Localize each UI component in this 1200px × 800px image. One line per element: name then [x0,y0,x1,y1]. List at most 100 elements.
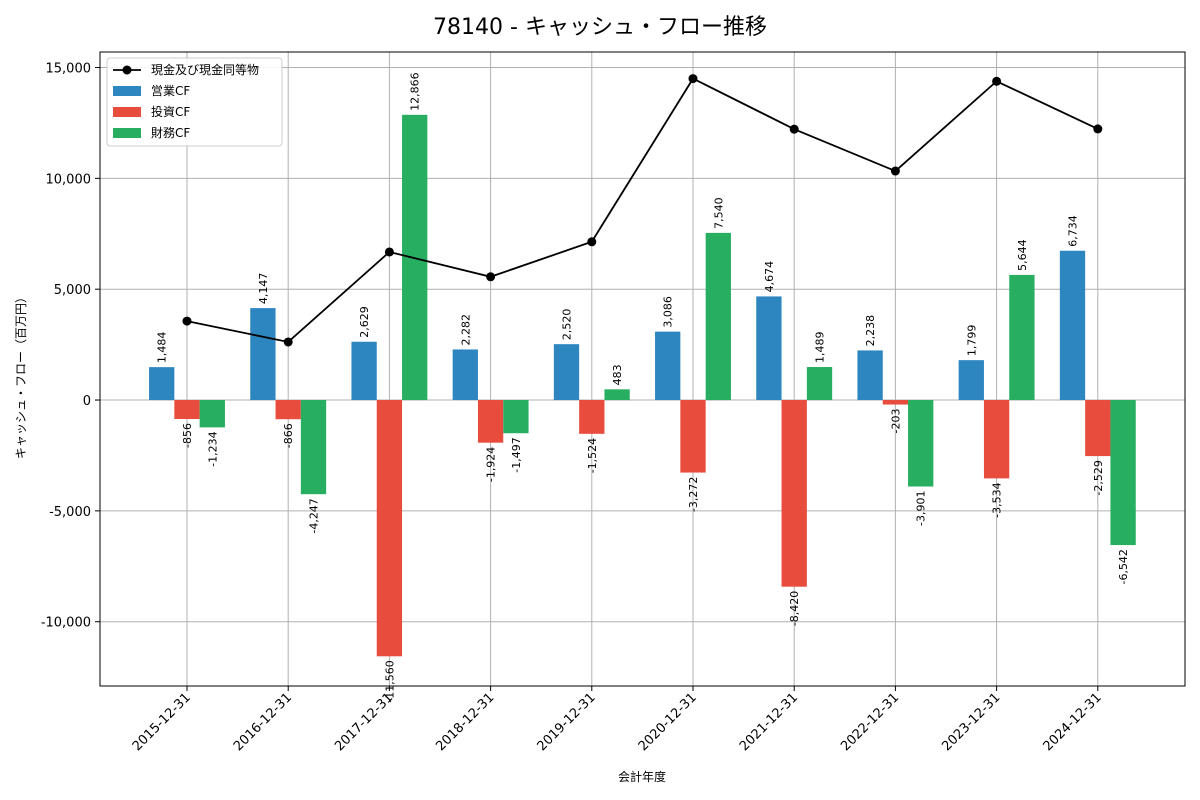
x-tick-label: 2017-12-31 [332,690,396,754]
bar-value-label: -3,534 [991,482,1004,517]
cash-line-point [384,247,394,257]
legend-label: 投資CF [151,104,190,119]
bar-value-label: 2,520 [561,309,574,341]
legend-box [106,57,283,147]
bar-investing [983,400,1010,479]
bar-value-label: -203 [889,409,902,434]
bar-investing [376,400,403,657]
x-tick-label: 2015-12-31 [130,690,194,754]
bar-financing [806,367,833,401]
bar-financing [604,389,630,401]
cash-line-point [283,337,293,347]
legend-marker [122,65,132,75]
x-tick-label: 2021-12-31 [737,690,801,754]
bar-value-label: 6,734 [1067,215,1080,247]
bar-value-label: 1,489 [814,332,827,364]
bar-investing [174,400,200,420]
bar-value-label: -856 [181,423,194,448]
bar-investing [882,400,909,405]
bar-value-label: -1,234 [206,431,219,466]
bar-value-label: -8,420 [788,591,801,626]
bar-financing [908,400,934,487]
y-tick-label: 0 [83,394,91,409]
bar-value-label: 1,484 [156,332,169,364]
bar-value-label: 4,674 [763,261,776,293]
legend-label: 営業CF [151,84,190,98]
legend-swatch [113,128,141,138]
bar-financing [1110,400,1136,546]
plot-frame [99,51,1186,687]
cash-line-path [186,77,1099,343]
bar-value-label: 5,644 [1016,239,1029,271]
cash-line-point [890,166,900,176]
cash-line-point [486,272,496,282]
y-tick-label: -10,000 [41,616,91,631]
legend-label-cash: 現金及び現金同等物 [151,62,259,77]
legend-label: 財務CF [151,125,190,140]
bar-value-label: 2,238 [864,315,877,347]
x-axis-label: 会計年度 [618,769,666,784]
cash-line-point [992,76,1002,86]
x-axis-ticks: 2015-12-31 2016-12-31 2017-12-31 2018-12-31… [130,686,1105,754]
bar-investing [275,400,301,420]
bar-value-label: 2,629 [358,306,371,338]
bar-investing [781,400,807,587]
bar-value-labels: 1,484 4,147 2,629 2,282 2,520 3,086 4,674 2,238… [156,72,1130,702]
y-tick-label: -5,000 [49,505,91,520]
cash-line-point [1093,124,1103,134]
bar-value-label: -1,924 [485,447,498,482]
x-tick-label: 2024-12-31 [1041,690,1105,754]
bar-operating [655,331,681,401]
bar-value-label: -3,272 [687,477,700,512]
bar-operating [756,296,782,401]
legend-swatch [113,86,141,96]
bar-financing [705,232,731,401]
x-tick-label: 2020-12-31 [636,690,700,754]
bar-value-label: -1,497 [510,437,523,472]
x-tick-label: 2016-12-31 [231,690,295,754]
bar-financing [300,400,327,495]
bar-value-label: 7,540 [712,197,725,229]
bar-value-label: -2,529 [1092,460,1105,495]
bar-value-label: -6,542 [1117,549,1130,584]
cash-line-point [182,316,192,326]
bar-value-label: 12,866 [409,72,422,111]
bar-financing [1009,274,1035,401]
cash-line [182,74,1103,347]
bar-operating [857,350,883,401]
y-tick-label: 15,000 [46,62,92,77]
bar-value-label: -866 [282,423,295,448]
cash-line-point [789,124,799,134]
bar-value-label: 3,086 [662,296,675,328]
x-tick-label: 2022-12-31 [838,690,902,754]
bar-value-label: -4,247 [308,498,321,533]
cash-line-point [688,74,698,84]
bar-operating [452,349,478,401]
bar-financing [503,400,529,434]
bar-value-label: 2,282 [459,314,472,346]
bar-operating [553,344,580,401]
bar-value-label: -1,524 [586,438,599,473]
cash-line-point [587,237,597,247]
bar-investing [680,400,706,473]
bar-operating [250,308,276,401]
bar-investing [579,400,605,434]
bar-value-label: -3,901 [915,491,928,526]
bar-investing [1085,400,1111,457]
y-axis-label: キャッシュ・フロー（百万円） [14,291,28,459]
bar-value-label: 483 [611,364,624,385]
legend-swatch [113,107,141,117]
bar-financing [199,400,225,428]
y-axis-ticks: -10,000 -5,000 0 5,000 10,000 15,000 [41,62,100,631]
bar-operating [958,360,984,401]
y-tick-label: 5,000 [54,283,91,298]
bar-operating [149,367,175,401]
bar-value-label: 1,799 [965,325,978,357]
bar-operating [1059,250,1086,401]
bar-investing [477,400,504,443]
x-tick-label: 2019-12-31 [535,690,599,754]
bar-value-label: -11,560 [383,660,396,702]
x-tick-label: 2023-12-31 [939,690,1003,754]
